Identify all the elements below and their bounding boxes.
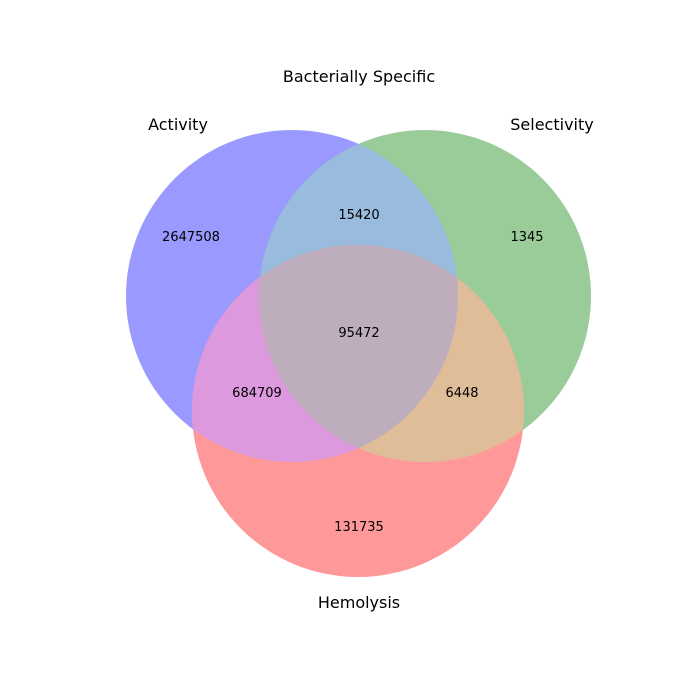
set-label-selectivity: Selectivity — [510, 115, 593, 134]
region-value-all-three: 95472 — [338, 326, 379, 341]
overlap-all-three — [259, 245, 458, 462]
region-value-selectivity-hemolysis: 6448 — [445, 386, 478, 401]
set-label-activity: Activity — [148, 115, 208, 134]
region-value-activity-hemolysis: 684709 — [232, 386, 282, 401]
set-label-hemolysis: Hemolysis — [318, 593, 400, 612]
region-value-hemolysis-only: 131735 — [334, 520, 384, 535]
region-value-selectivity-only: 1345 — [510, 230, 543, 245]
diagram-title: Bacterially Specific — [283, 67, 435, 86]
region-value-activity-only: 2647508 — [162, 230, 220, 245]
region-value-activity-selectivity: 15420 — [338, 208, 379, 223]
